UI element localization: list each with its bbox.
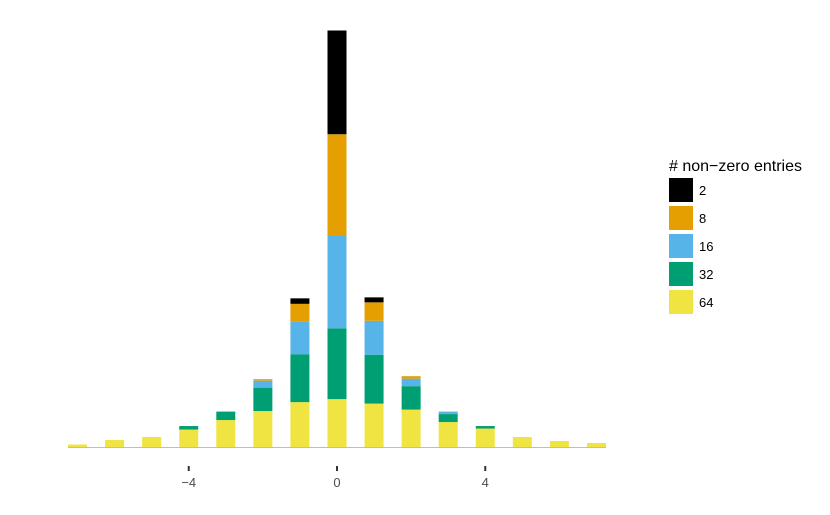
bar-segment-x3-series-64 (438, 422, 458, 447)
bar-segment-x7-series-64 (586, 443, 606, 447)
bar-segment-x0-series-16 (327, 235, 347, 329)
bar-segment-x3-series-16 (438, 411, 458, 415)
bar-segment-x2-series-8 (401, 376, 421, 379)
x-tick-label: 0 (333, 475, 340, 490)
legend-label-2: 2 (699, 183, 706, 198)
bar-segment-x4-series-32 (475, 426, 495, 429)
bar-segment-x-2-series-64 (253, 411, 273, 447)
bar-segment-x-5-series-64 (142, 437, 162, 447)
legend-label-32: 32 (699, 267, 713, 282)
bar-segment-x2-series-32 (401, 386, 421, 410)
bar-segment-x-7-series-64 (68, 444, 88, 447)
bar-segment-x0-series-64 (327, 399, 347, 447)
bar-segment-x3-series-32 (438, 414, 458, 423)
x-tick-label: −4 (181, 475, 196, 490)
bar-segment-x1-series-32 (364, 354, 384, 404)
bar-segment-x-6-series-64 (105, 440, 125, 447)
bar-segment-x1-series-64 (364, 403, 384, 447)
legend: # non−zero entries 2 8 16 32 64 (669, 158, 802, 314)
bar-segment-x6-series-64 (549, 441, 569, 447)
x-axis: −4 0 4 (181, 466, 489, 490)
legend-label-64: 64 (699, 295, 713, 310)
bar-segment-x-2-series-16 (253, 380, 273, 388)
bar-segment-x1-series-16 (364, 320, 384, 355)
legend-key-32 (669, 262, 693, 286)
bar-segment-x-3-series-64 (216, 420, 236, 447)
bars-layer (68, 30, 606, 447)
legend-key-2 (669, 178, 693, 202)
bar-segment-x-1-series-8 (290, 303, 310, 322)
bar-segment-x0-series-2 (327, 30, 347, 135)
bar-segment-x-1-series-2 (290, 298, 310, 304)
legend-key-8 (669, 206, 693, 230)
bar-segment-x-1-series-16 (290, 321, 310, 355)
bar-segment-x0-series-32 (327, 328, 347, 400)
bar-segment-x5-series-64 (512, 437, 532, 447)
bar-segment-x-1-series-64 (290, 402, 310, 447)
x-tick-label: 4 (482, 475, 489, 490)
bar-segment-x0-series-8 (327, 134, 347, 236)
bar-segment-x1-series-2 (364, 297, 384, 303)
bar-segment-x-4-series-32 (179, 426, 199, 430)
bar-segment-x4-series-64 (475, 428, 495, 447)
legend-key-64 (669, 290, 693, 314)
bar-segment-x-2-series-8 (253, 379, 273, 381)
bar-segment-x-1-series-32 (290, 354, 310, 403)
bar-segment-x2-series-64 (401, 409, 421, 447)
bar-segment-x1-series-8 (364, 302, 384, 321)
bar-segment-x2-series-16 (401, 378, 421, 387)
legend-key-16 (669, 234, 693, 258)
bar-segment-x-3-series-32 (216, 411, 236, 421)
legend-title: # non−zero entries (669, 158, 802, 175)
legend-label-8: 8 (699, 211, 706, 226)
legend-label-16: 16 (699, 239, 713, 254)
bar-segment-x-2-series-32 (253, 387, 273, 412)
bar-segment-x-4-series-64 (179, 429, 199, 447)
